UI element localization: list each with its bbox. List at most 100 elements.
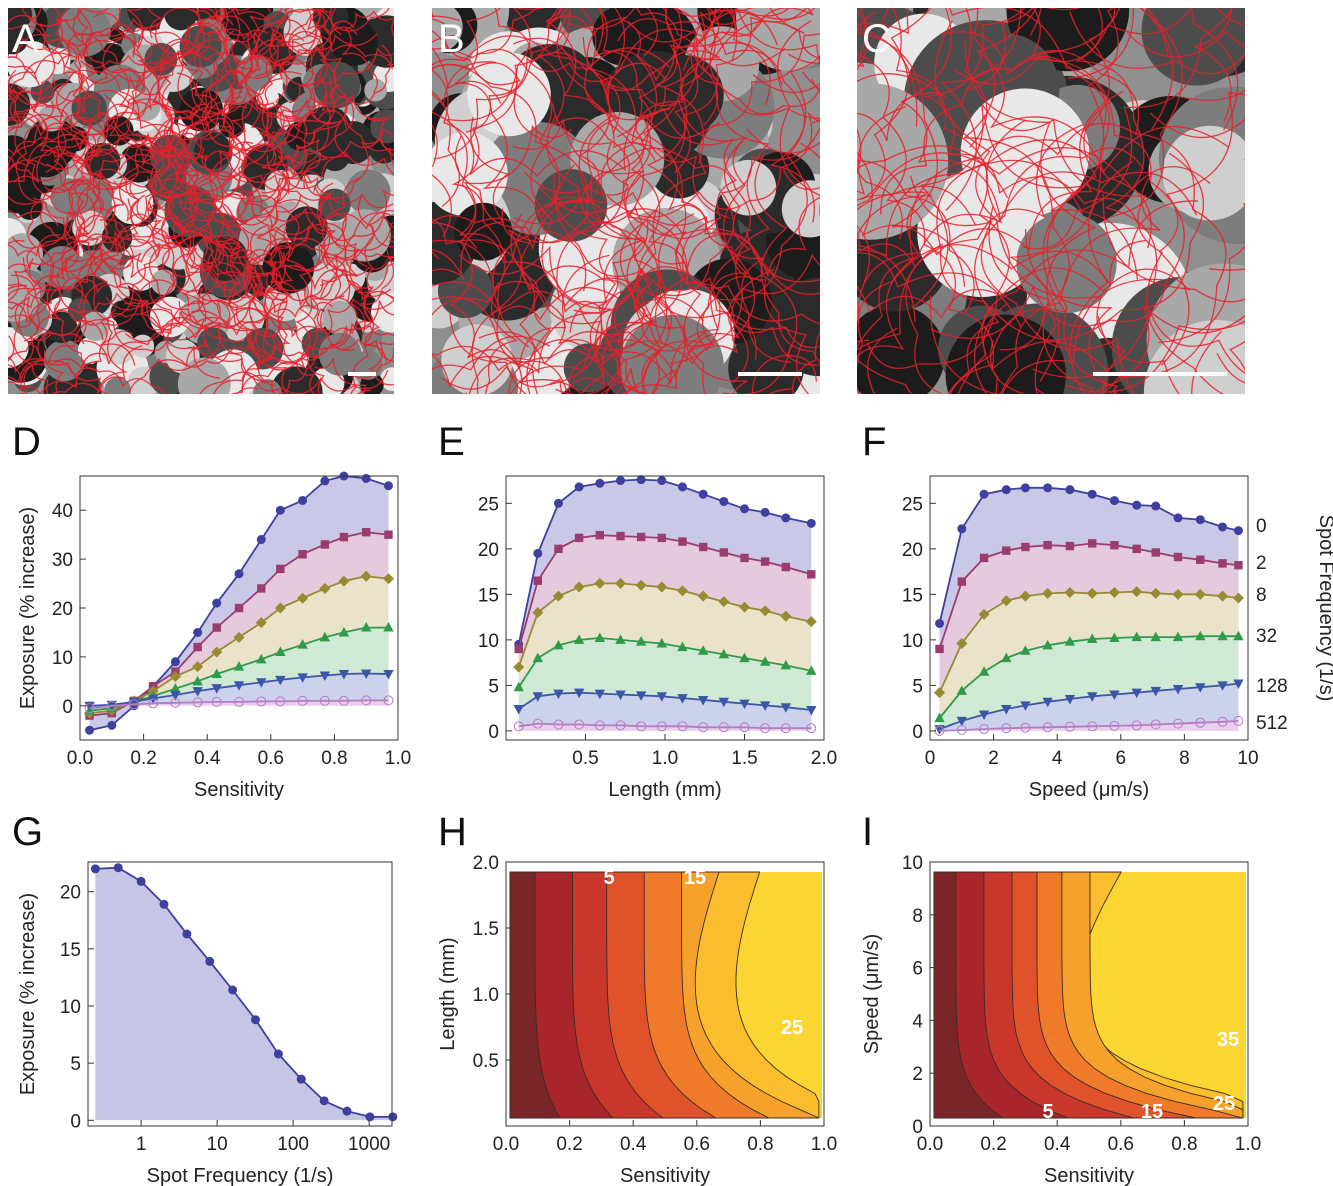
marker-square: [212, 623, 221, 632]
marker-diamond: [739, 601, 750, 613]
marker-triangle-down: [635, 691, 647, 701]
chart-i: 0.0 0.2 0.4 0.6 0.8 1.0 0 2 4 6 8 10 Sensitivity Spee…: [861, 853, 1261, 1186]
marker-square: [1110, 540, 1119, 550]
marker-circle-open: [170, 697, 181, 708]
trajectory-path: [8, 36, 74, 182]
trajectory-path: [350, 347, 394, 379]
marker-circle-open: [275, 696, 286, 707]
marker-diamond: [552, 590, 564, 602]
trajectory-path: [458, 245, 611, 394]
marker-square: [1132, 544, 1141, 554]
marker-triangle-down: [656, 692, 668, 702]
marker-triangle-up: [1109, 632, 1120, 643]
trajectory-path: [934, 20, 1126, 394]
marker-circle: [1173, 513, 1183, 523]
y-tick-label: 40: [52, 501, 73, 522]
y-tick-label: 20: [52, 599, 73, 620]
marker-circle-open: [739, 722, 750, 733]
cell-tile: [8, 21, 29, 55]
marker-square: [1218, 559, 1227, 568]
marker-triangle-up: [806, 665, 817, 675]
trajectory-path: [857, 267, 1190, 319]
marker-diamond: [1019, 590, 1031, 602]
marker-diamond: [360, 570, 372, 582]
trajectory-path: [254, 8, 291, 78]
x-tick-label: 0.2: [556, 1134, 582, 1155]
marker-circle-open: [211, 696, 222, 707]
marker-triangle-up: [170, 683, 181, 693]
trajectory-path: [446, 8, 753, 122]
y-axis-label: Length (mm): [437, 937, 459, 1050]
contour-value-label: 5: [603, 867, 614, 889]
marker-triangle-up: [718, 648, 730, 659]
contour-band: [933, 871, 1004, 1119]
trajectory-path: [8, 299, 62, 332]
marker-circle-open: [319, 695, 330, 706]
trajectory-path: [432, 218, 704, 322]
contour-value-label: 15: [1141, 1101, 1163, 1123]
trajectory-path: [579, 8, 621, 134]
trajectory-path: [940, 8, 1081, 211]
trajectory-path: [71, 192, 218, 327]
marker-square: [781, 562, 791, 572]
trajectory-path: [150, 69, 257, 198]
trajectory-path: [319, 221, 394, 287]
trajectory-path: [17, 296, 53, 394]
marker-circle: [90, 864, 100, 874]
marker-triangle-down: [1042, 697, 1053, 708]
trajectory-path: [857, 8, 1239, 131]
marker-square: [979, 553, 989, 563]
series-band-fill: [518, 479, 812, 649]
marker-triangle-up: [780, 659, 792, 670]
trajectory-path: [8, 120, 10, 122]
trajectory-path: [244, 19, 328, 152]
trajectory-path: [216, 237, 338, 320]
marker-triangle-up: [677, 641, 688, 652]
trajectory-path: [545, 8, 656, 162]
y-tick-label: 25: [478, 494, 499, 515]
y-tick-label: 0: [912, 722, 923, 743]
marker-circle: [205, 956, 215, 966]
trajectory-path: [451, 8, 568, 304]
trajectory-path: [202, 10, 331, 114]
marker-circle: [342, 1106, 352, 1116]
trajectory-path: [343, 150, 394, 176]
series-band-fill: [89, 532, 389, 716]
trajectory-path: [948, 8, 1107, 129]
trajectory-path: [857, 122, 1139, 349]
marker-diamond: [274, 602, 286, 614]
marker-triangle-down: [739, 699, 750, 710]
marker-diamond: [635, 579, 647, 591]
trajectory-path: [513, 37, 757, 361]
marker-square: [760, 557, 770, 566]
trajectory-path: [905, 243, 1118, 394]
series-line: [939, 720, 1239, 732]
trajectory-path: [484, 282, 519, 394]
trajectory-path: [40, 159, 102, 240]
trajectory-path: [66, 171, 140, 294]
contour-value-label: 25: [1213, 1093, 1235, 1115]
trajectory-path: [8, 312, 180, 384]
marker-circle-open: [513, 721, 524, 732]
cell-tile: [322, 300, 357, 335]
trajectory-path: [52, 345, 143, 394]
marker-circle: [740, 504, 749, 514]
marker-triangle-up: [697, 645, 709, 655]
marker-triangle-down: [361, 669, 372, 680]
marker-square: [595, 530, 605, 540]
trajectory-path: [8, 55, 78, 205]
trajectory-path: [930, 8, 1185, 339]
marker-triangle-up: [319, 631, 331, 642]
y-tick-label: 20: [902, 540, 923, 561]
trajectory-path: [77, 27, 155, 146]
marker-square: [935, 644, 944, 654]
x-tick-label: 0.4: [194, 748, 221, 769]
y-tick-label: 25: [902, 494, 923, 515]
trajectory-path: [1097, 316, 1180, 394]
x-tick-label: 4: [1052, 748, 1063, 769]
marker-circle-open: [1020, 722, 1031, 733]
trajectory-path: [127, 198, 254, 343]
y-tick-label: 5: [488, 676, 499, 697]
trajectory-path: [999, 173, 1161, 394]
trajectory-path: [303, 267, 374, 345]
